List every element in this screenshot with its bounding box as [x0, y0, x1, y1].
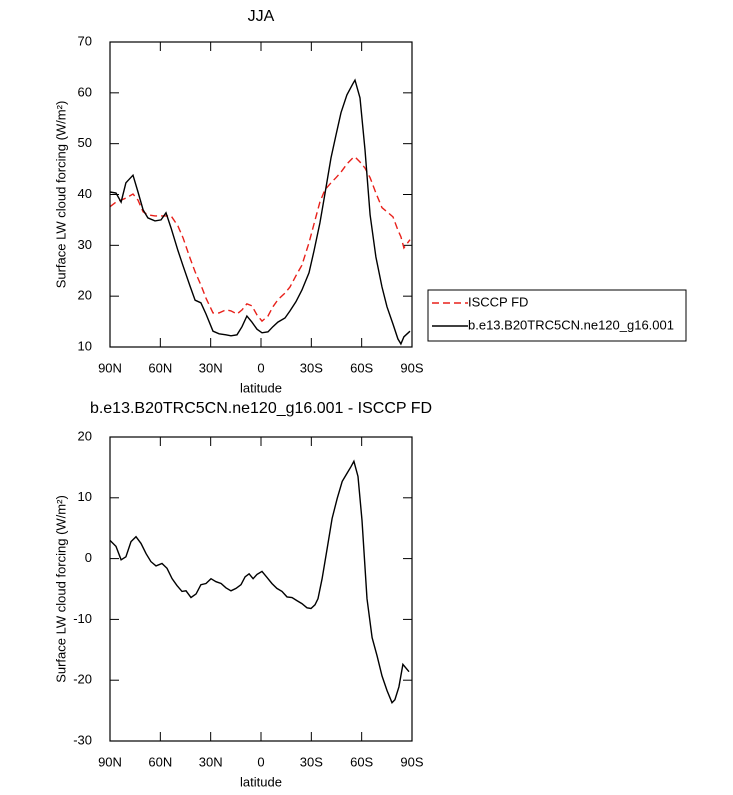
plot-frame [109, 436, 413, 742]
legend-box [427, 289, 687, 342]
plot-frame [109, 41, 413, 348]
data-line [109, 78, 411, 346]
x-tick-label: 90S [400, 360, 423, 375]
x-tick-label: 60N [148, 360, 172, 375]
x-tick-label: 0 [257, 754, 264, 769]
y-tick-label: 20 [78, 288, 92, 303]
x-tick-label: 60N [148, 754, 172, 769]
y-tick-label: 40 [78, 186, 92, 201]
chart-title: b.e13.B20TRC5CN.ne120_g16.001 - ISCCP FD [90, 400, 432, 417]
x-tick-label: 90N [98, 754, 122, 769]
x-axis-label: latitude [240, 774, 282, 789]
y-tick-label: 70 [78, 33, 92, 48]
x-tick-label: 0 [257, 360, 264, 375]
y-axis-label: Surface LW cloud forcing (W/m²) [53, 495, 68, 683]
x-tick-label: 30S [300, 360, 323, 375]
legend-label: ISCCP FD [468, 294, 528, 309]
x-tick-label: 90S [400, 754, 423, 769]
y-tick-label: -20 [73, 672, 92, 687]
y-tick-label: -30 [73, 732, 92, 747]
y-tick-label: -10 [73, 611, 92, 626]
y-axis-label: Surface LW cloud forcing (W/m²) [53, 101, 68, 289]
y-tick-label: 10 [78, 338, 92, 353]
legend-label: b.e13.B20TRC5CN.ne120_g16.001 [468, 317, 674, 332]
x-tick-label: 60S [350, 754, 373, 769]
x-tick-label: 60S [350, 360, 373, 375]
data-line [109, 156, 411, 323]
y-tick-label: 30 [78, 237, 92, 252]
data-line [109, 459, 410, 704]
y-tick-label: 50 [78, 135, 92, 150]
x-axis-label: latitude [240, 380, 282, 395]
x-tick-label: 30S [300, 754, 323, 769]
x-tick-label: 30N [199, 360, 223, 375]
x-tick-label: 30N [199, 754, 223, 769]
chart-title: JJA [248, 8, 275, 25]
y-tick-label: 0 [85, 550, 92, 565]
y-tick-label: 10 [78, 489, 92, 504]
y-tick-label: 20 [78, 428, 92, 443]
x-tick-label: 90N [98, 360, 122, 375]
y-tick-label: 60 [78, 84, 92, 99]
